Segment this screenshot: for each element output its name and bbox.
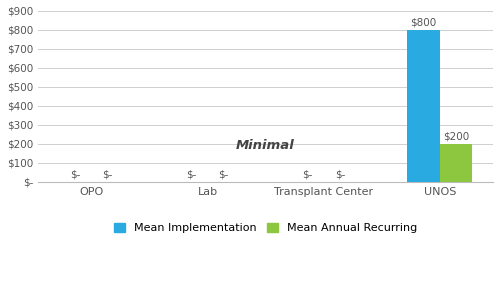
Text: $200: $200 bbox=[443, 132, 469, 142]
Text: $-: $- bbox=[186, 170, 196, 180]
Text: $800: $800 bbox=[410, 18, 436, 28]
Text: $-: $- bbox=[218, 170, 229, 180]
Text: Minimal: Minimal bbox=[236, 139, 295, 152]
Legend: Mean Implementation, Mean Annual Recurring: Mean Implementation, Mean Annual Recurri… bbox=[109, 218, 422, 238]
Text: $-: $- bbox=[102, 170, 113, 180]
Bar bbox=[440, 144, 472, 182]
Text: $-: $- bbox=[70, 170, 80, 180]
Text: $-: $- bbox=[334, 170, 345, 180]
Text: $-: $- bbox=[302, 170, 312, 180]
Bar bbox=[408, 30, 440, 182]
